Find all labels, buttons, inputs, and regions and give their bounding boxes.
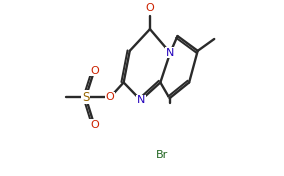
Text: O: O	[146, 3, 154, 13]
Text: O: O	[106, 92, 114, 102]
Text: Br: Br	[156, 150, 168, 160]
Text: O: O	[90, 120, 99, 130]
Text: N: N	[137, 95, 145, 105]
Text: S: S	[82, 91, 89, 104]
Text: O: O	[90, 66, 99, 76]
Text: N: N	[166, 48, 174, 58]
